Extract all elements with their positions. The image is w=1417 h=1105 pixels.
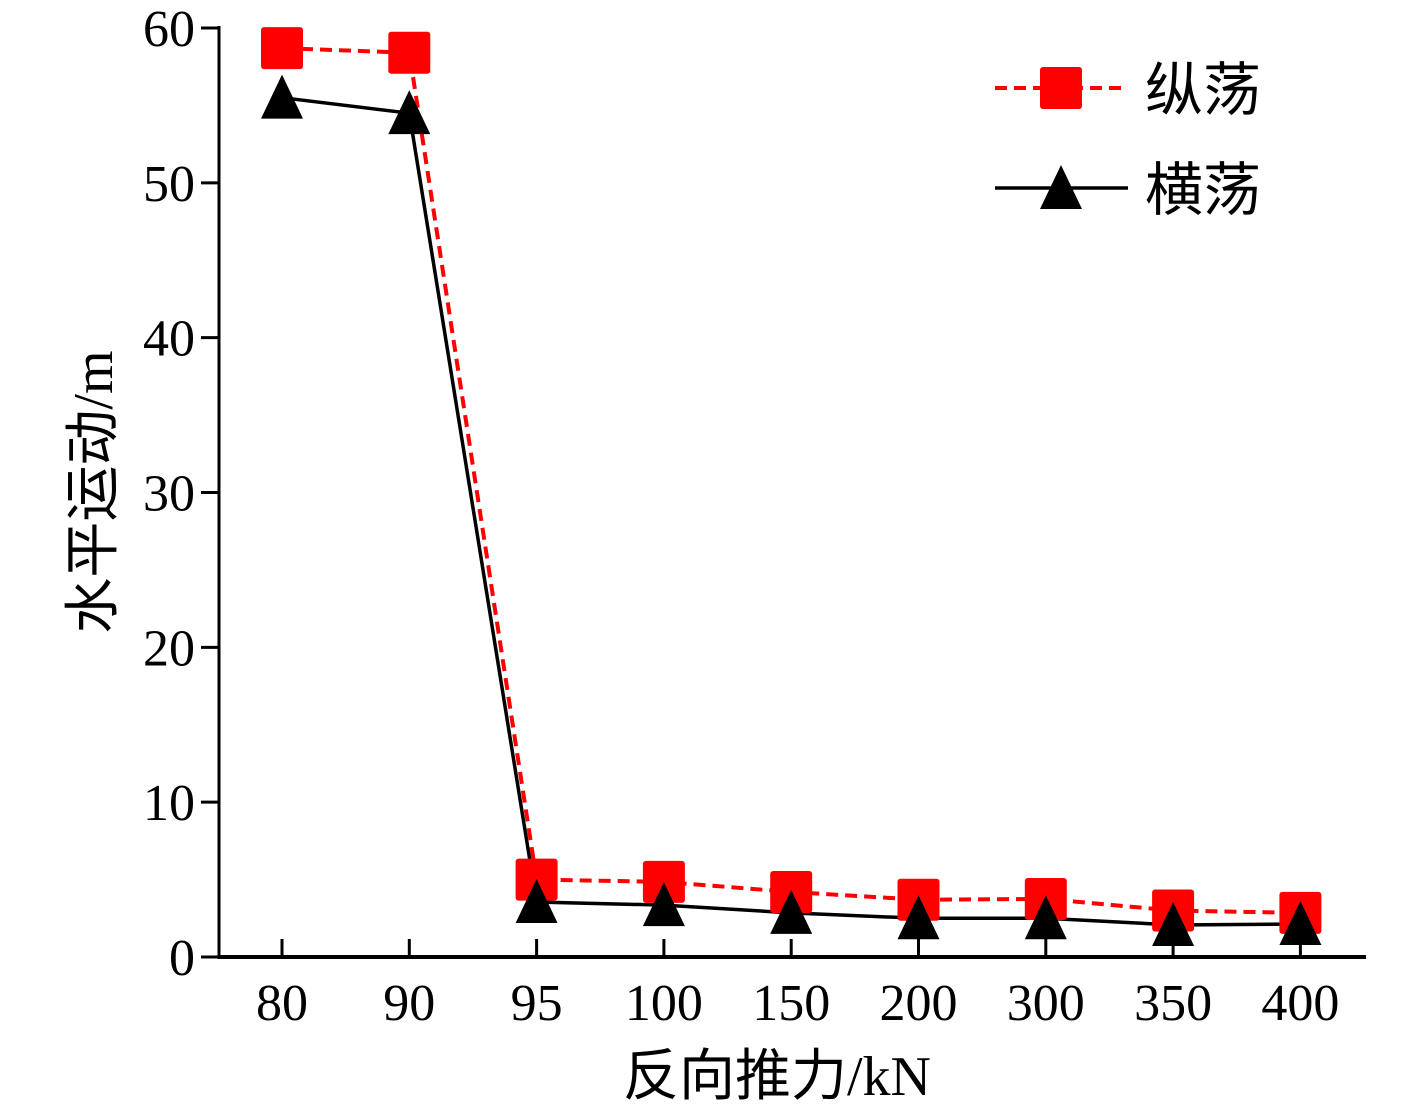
x-tick-label: 400 xyxy=(1261,975,1339,1032)
data-point-2-200 xyxy=(897,895,940,940)
x-tick-label: 100 xyxy=(625,975,703,1032)
x-tick-label: 95 xyxy=(511,975,563,1032)
y-tick-label: 0 xyxy=(169,930,195,987)
data-point-2-300 xyxy=(1024,895,1067,940)
y-tick-label: 50 xyxy=(143,156,195,213)
data-point-1-90 xyxy=(388,31,431,74)
series-layer xyxy=(261,27,1322,946)
y-tick-label: 30 xyxy=(143,466,195,523)
data-point-2-350 xyxy=(1152,901,1195,946)
data-point-1-80 xyxy=(261,27,303,70)
x-tick-label: 350 xyxy=(1134,975,1212,1032)
x-tick-label: 150 xyxy=(752,975,830,1032)
data-point-2-150 xyxy=(770,889,813,934)
y-axis-label: 水平运动/m xyxy=(63,350,125,633)
x-tick-label: 300 xyxy=(1007,975,1085,1032)
data-point-1-100 xyxy=(642,860,685,903)
legend-label-2: 横荡 xyxy=(1145,158,1261,223)
x-tick-label: 80 xyxy=(256,975,308,1032)
legend-label-1: 纵荡 xyxy=(1145,58,1261,123)
x-tick-label: 90 xyxy=(383,975,435,1032)
data-point-2-90 xyxy=(388,90,431,135)
legend-marker-2 xyxy=(1040,165,1082,209)
data-point-2-100 xyxy=(642,882,685,927)
x-axis-label: 反向推力/kN xyxy=(623,1046,931,1105)
data-point-2-80 xyxy=(261,74,303,119)
y-tick-label: 20 xyxy=(143,620,195,677)
data-point-2-95 xyxy=(515,879,558,924)
legend-marker-1 xyxy=(1040,67,1082,109)
y-tick-label: 60 xyxy=(143,1,195,58)
data-point-2-400 xyxy=(1279,901,1322,946)
axes: 0 10 20 30 40 50 60 80 90 95 100 150 200 300 350 400 xyxy=(143,1,1366,1032)
y-tick-label: 10 xyxy=(143,775,195,832)
x-tick-label: 200 xyxy=(880,975,958,1032)
y-tick-label: 40 xyxy=(143,311,195,368)
